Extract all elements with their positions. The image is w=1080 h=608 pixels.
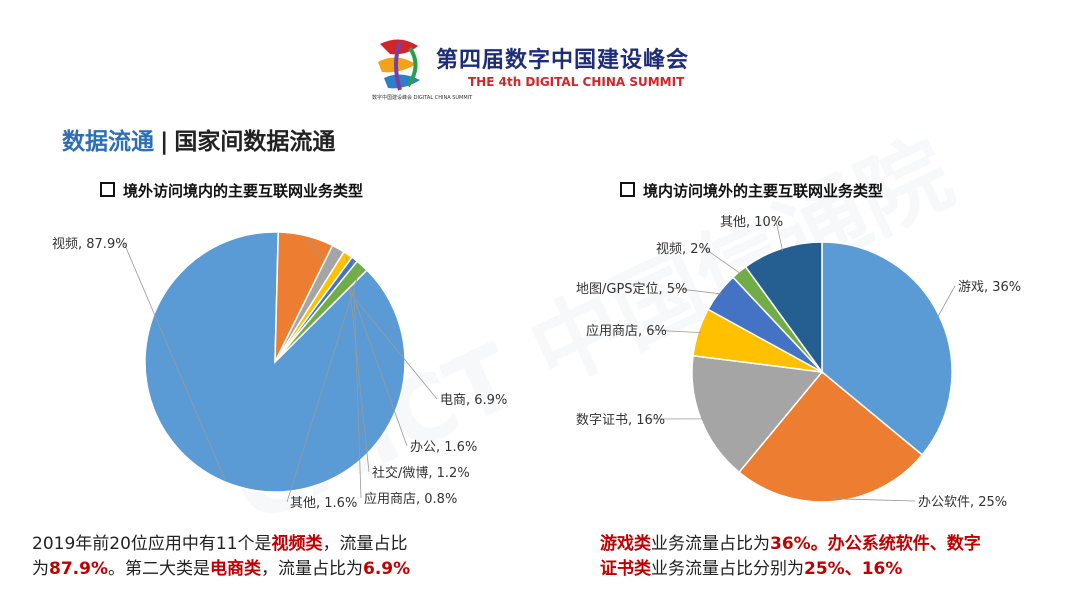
note-highlight: 36% [770,534,811,554]
leader-line [649,329,701,334]
note-highlight: 。 [810,534,828,554]
note-left: 2019年前20位应用中有11个是视频类，流量占比 为87.9%。第二大类是电商… [32,532,502,582]
note-highlight: 办公系统软件、数字 [827,534,981,554]
pie-slice [274,260,368,363]
note-right: 游戏类业务流量占比为36%。办公系统软件、数字 证书类业务流量占比分别为25%、… [600,532,1060,582]
slice-label: 应用商店, 6% [586,323,667,339]
note-text: 业务流量占比分别为 [651,559,804,579]
summit-title-cn: 第四届数字中国建设峰会 [436,48,690,73]
slice-label: 办公软件, 25% [918,495,1007,510]
summit-logo [378,39,420,91]
pie-slice [821,241,953,456]
leader-line [703,247,742,275]
slice-label: 社交/微博, 1.2% [372,465,470,481]
chart-title-left: 境外访问境内的主要互联网业务类型 [100,180,363,201]
leader-line [346,256,370,473]
slice-label: 应用商店, 0.8% [364,491,457,507]
section-separator: | [160,129,169,155]
slice-label: 视频, 87.9% [52,237,128,252]
chart-title-right-text: 境内访问境外的主要互联网业务类型 [643,182,884,200]
leader-line [671,287,722,295]
logo-subtext: 数字中国建设峰会 DIGITAL CHINA SUMMIT [372,95,473,101]
leader-line [936,285,956,318]
leader-line [775,220,784,251]
note-highlight: 87.9% [49,559,108,579]
slice-label: 其他, 10% [720,215,783,230]
section-title: 数据流通 | 国家间数据流通 [62,122,335,156]
note-text: 为 [32,559,49,579]
note-highlight: 电商类 [209,559,261,579]
slice-label: 电商, 6.9% [440,393,507,408]
note-highlight: 25%、16% [804,559,903,579]
chart-title-left-text: 境外访问境内的主要互联网业务类型 [123,182,364,200]
section-title-sub: 国家间数据流通 [174,129,336,155]
note-highlight: 证书类 [600,559,651,579]
section-title-main: 数据流通 [62,129,154,155]
checkbox-bullet-icon [620,182,635,197]
slice-label: 游戏, 36% [958,280,1021,295]
slice-label: 其他, 1.6% [290,496,357,511]
note-text: ，流量占比为 [260,559,363,579]
summit-title-en: THE 4th DIGITAL CHINA SUMMIT [468,75,685,89]
slice-label: 视频, 2% [656,242,711,257]
slice-label: 地图/GPS定位, 5% [576,282,687,297]
leader-line [833,498,916,502]
note-text: 2019年前20位应用中有11个是 [32,534,272,554]
note-text: ，流量占比 [322,534,408,554]
note-highlight: 游戏类 [600,534,651,554]
leader-line [286,267,361,503]
note-text: 。第二大类是 [107,559,210,579]
slice-label: 办公, 1.6% [410,440,477,455]
slice-label: 数字证书, 16% [576,413,665,428]
checkbox-bullet-icon [100,182,115,197]
note-highlight: 视频类 [271,534,323,554]
summit-header: 数字中国建设峰会 DIGITAL CHINA SUMMIT 第四届数字中国建设峰… [0,30,1080,110]
pie-slice [738,370,924,503]
note-text: 业务流量占比为 [651,534,770,554]
note-highlight: 6.9% [362,559,411,579]
chart-title-right: 境内访问境外的主要互联网业务类型 [620,180,883,201]
leader-line [123,242,226,480]
leader-line [352,261,362,499]
pie-slice [691,354,824,474]
